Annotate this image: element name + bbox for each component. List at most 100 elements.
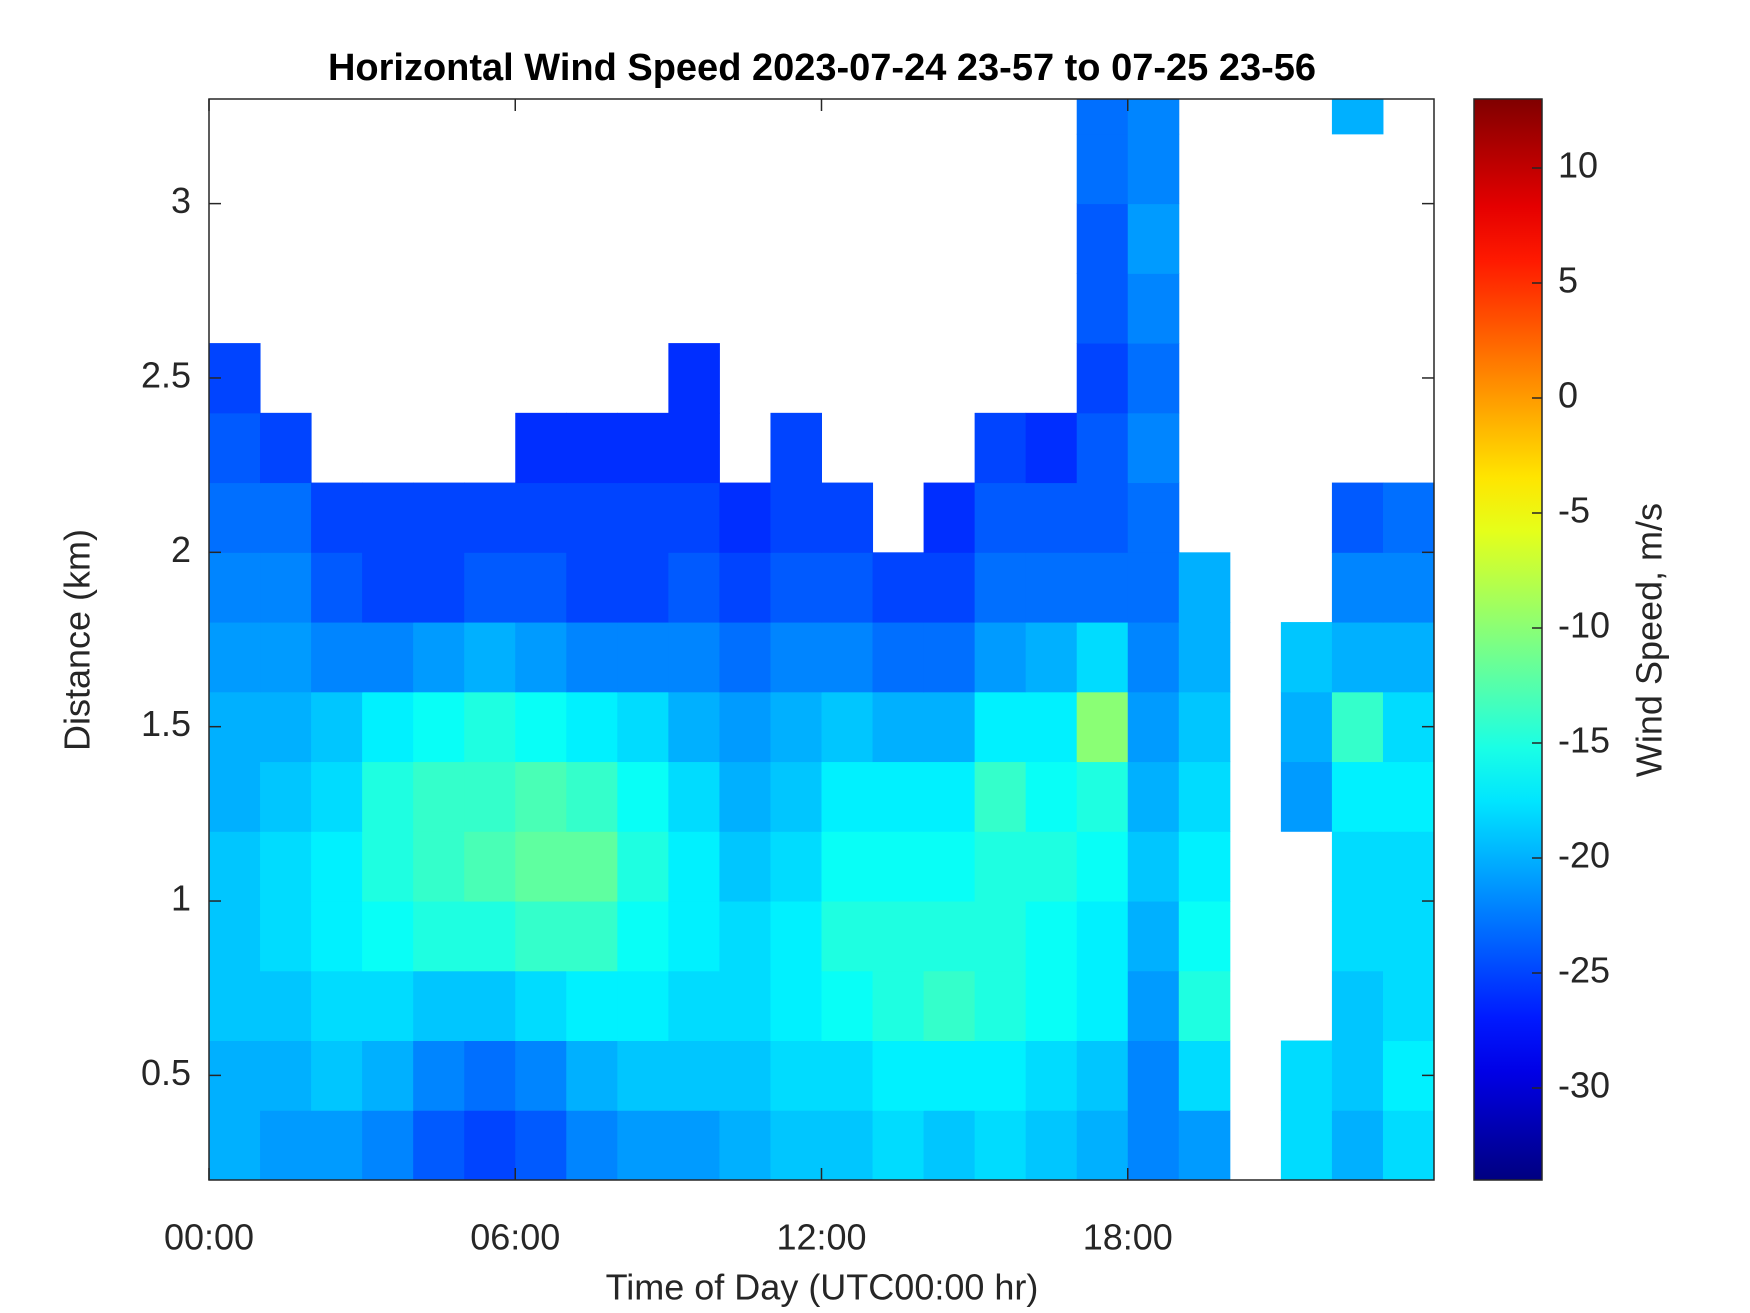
- heatmap-cell: [923, 831, 976, 902]
- heatmap-cell: [260, 1040, 312, 1111]
- heatmap-cell: [464, 970, 516, 1042]
- heatmap-cell: [566, 1040, 618, 1111]
- heatmap-cell: [362, 1040, 414, 1111]
- heatmap-cell: [260, 761, 312, 832]
- heatmap-cell: [1382, 552, 1435, 623]
- heatmap-cell: [1127, 761, 1180, 832]
- heatmap-cell: [260, 622, 312, 693]
- heatmap-cell: [413, 482, 465, 553]
- y-tick-label: 2.5: [141, 354, 191, 395]
- heatmap-cell: [209, 761, 261, 832]
- heatmap-cell: [311, 482, 363, 553]
- colorbar-tick-label: -5: [1558, 490, 1590, 531]
- heatmap-cell: [1025, 622, 1078, 693]
- heatmap-cell: [821, 901, 874, 972]
- heatmap-cell: [617, 761, 669, 832]
- heatmap-cell: [515, 831, 567, 902]
- heatmap-cell: [617, 412, 669, 484]
- heatmap-cell: [974, 1110, 1027, 1181]
- heatmap-cell: [311, 552, 363, 623]
- colorbar-tick-label: -15: [1558, 720, 1610, 761]
- heatmap-cell: [1280, 761, 1333, 832]
- heatmap-cell: [1331, 1040, 1384, 1111]
- heatmap-cell: [1076, 831, 1129, 902]
- heatmap-cell: [719, 970, 771, 1042]
- colorbar-tick-label: -25: [1558, 950, 1610, 991]
- heatmap-cell: [872, 970, 925, 1042]
- x-tick-label: 18:00: [1083, 1217, 1173, 1258]
- heatmap-cell: [1331, 1110, 1384, 1181]
- heatmap-cell: [668, 622, 720, 693]
- heatmap-cell: [464, 552, 516, 623]
- heatmap-cell: [1025, 482, 1078, 553]
- heatmap-cell: [770, 622, 822, 693]
- heatmap-cell: [1025, 691, 1078, 763]
- heatmap-cell: [1076, 203, 1129, 274]
- heatmap-cell: [821, 691, 874, 763]
- heatmap-cell: [1280, 1040, 1333, 1111]
- heatmap-cell: [1382, 831, 1435, 902]
- heatmap-cell: [923, 482, 976, 553]
- heatmap-cell: [515, 901, 567, 972]
- heatmap-cell: [770, 1040, 822, 1111]
- heatmap-cell: [566, 761, 618, 832]
- heatmap-cell: [209, 970, 261, 1042]
- y-tick-label: 2: [171, 529, 191, 570]
- chart-title: Horizontal Wind Speed 2023-07-24 23-57 t…: [328, 47, 1316, 89]
- colorbar-label: Wind Speed, m/s: [1629, 503, 1670, 777]
- heatmap-cell: [1127, 970, 1180, 1042]
- heatmap-cell: [974, 901, 1027, 972]
- heatmap-cell: [260, 482, 312, 553]
- heatmap-cell: [821, 622, 874, 693]
- heatmap-cell: [464, 622, 516, 693]
- heatmap-cell: [209, 901, 261, 972]
- heatmap-cell: [311, 691, 363, 763]
- heatmap-cell: [668, 1040, 720, 1111]
- heatmap-cell: [515, 482, 567, 553]
- heatmap-cell: [668, 761, 720, 832]
- heatmap-cell: [770, 412, 822, 484]
- heatmap-cell: [1076, 412, 1129, 484]
- heatmap-cell: [1127, 1110, 1180, 1181]
- heatmap-cell: [1127, 622, 1180, 693]
- heatmap-cell: [464, 761, 516, 832]
- heatmap-cell: [923, 1110, 976, 1181]
- heatmap-cell: [1127, 273, 1180, 344]
- heatmap-cell: [566, 412, 618, 484]
- colorbar-tick-label: 0: [1558, 375, 1578, 416]
- heatmap-cell: [1076, 1040, 1129, 1111]
- heatmap-cell: [770, 970, 822, 1042]
- heatmap-cell: [362, 831, 414, 902]
- heatmap-cell: [464, 1110, 516, 1181]
- heatmap-cell: [209, 412, 261, 484]
- heatmap-cell: [872, 622, 925, 693]
- heatmap-cell: [1178, 1110, 1231, 1181]
- heatmap-cell: [923, 691, 976, 763]
- heatmap-cell: [872, 1110, 925, 1181]
- heatmap-cell: [260, 901, 312, 972]
- heatmap-cell: [566, 552, 618, 623]
- heatmap-cell: [566, 622, 618, 693]
- heatmap-cell: [1280, 1110, 1333, 1181]
- heatmap-cell: [617, 831, 669, 902]
- colorbar-tick-label: -10: [1558, 605, 1610, 646]
- heatmap-cell: [311, 970, 363, 1042]
- heatmap-cell: [1178, 622, 1231, 693]
- heatmap-cell: [311, 1040, 363, 1111]
- colorbar-tick-label: -20: [1558, 835, 1610, 876]
- colorbar: [1473, 98, 1543, 1181]
- heatmap-cell: [311, 831, 363, 902]
- heatmap-cell: [923, 901, 976, 972]
- heatmap-cell: [260, 691, 312, 763]
- heatmap-cell: [719, 691, 771, 763]
- heatmap-cell: [1076, 552, 1129, 623]
- heatmap-cell: [566, 831, 618, 902]
- heatmap-cell: [770, 901, 822, 972]
- heatmap-cell: [872, 552, 925, 623]
- heatmap-cell: [515, 1040, 567, 1111]
- heatmap-cell: [1331, 901, 1384, 972]
- heatmap-cell: [413, 1110, 465, 1181]
- heatmap-cell: [515, 970, 567, 1042]
- heatmap-cell: [974, 761, 1027, 832]
- heatmap-cell: [974, 970, 1027, 1042]
